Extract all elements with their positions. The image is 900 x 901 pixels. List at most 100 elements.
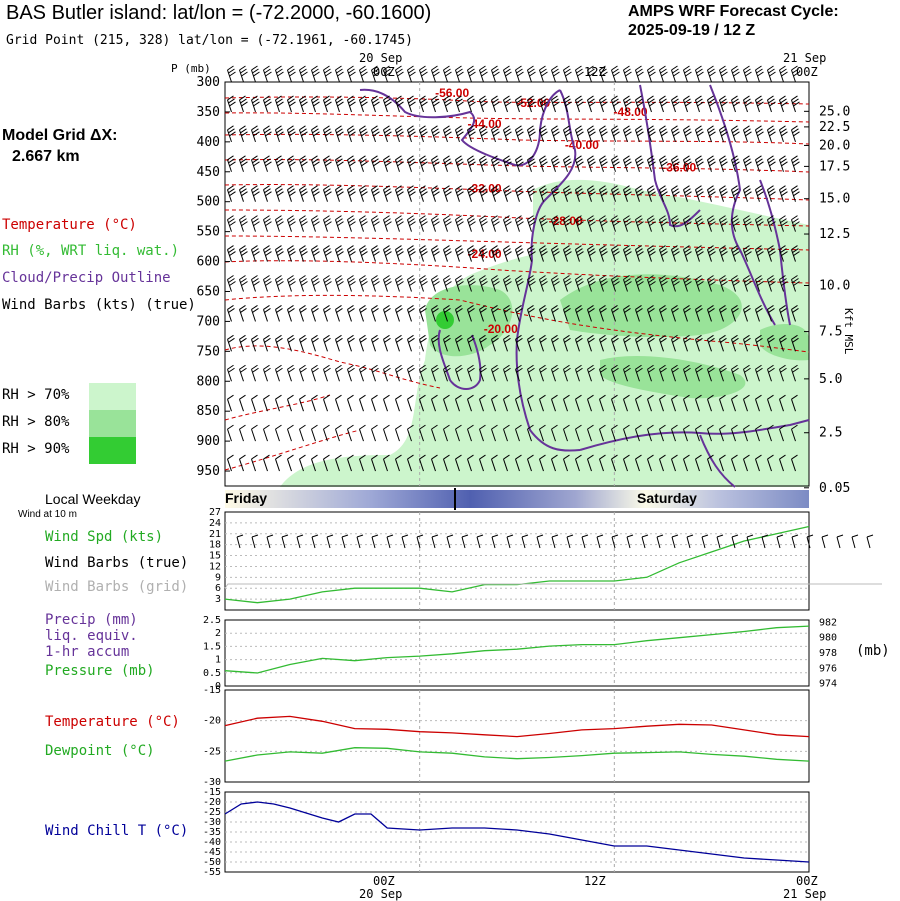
wind-barb-flag [479,275,486,280]
wind-barb-flag [552,367,559,373]
wind-barb-true [671,534,679,549]
wind-barb-flag [468,98,475,104]
wind-barb-flag [756,68,763,74]
wind-barb-flag [287,215,294,221]
wind-barb-flag [767,454,774,460]
wind-barb-flag [625,281,632,286]
wind-barb-flag [373,251,380,256]
wind-barb-flag [625,131,632,137]
bottom-tick-2-line1: 12Z [584,874,606,888]
wind-barb-true-flag [446,534,454,538]
wind-barb [491,125,500,143]
wind-barb-flag [335,185,342,191]
label-wind-barbs-true: Wind Barbs (true) [45,555,189,571]
wind-barb-flag [359,65,366,71]
wind-barb-flag [251,304,258,310]
legend-rh80-swatch [89,410,136,437]
wind-barb [791,65,800,83]
wind-barb-staff [479,458,484,472]
wind-barb-flag [323,275,330,280]
wind-barb [707,454,714,472]
wind-barb-flag [383,95,390,101]
wind-barb-flag [457,161,464,167]
wind-barb-flag [648,278,655,283]
wind-barb-flag [539,334,546,340]
wind-barb-staff [323,399,328,412]
wind-barb-flag [491,215,498,221]
wind-barb-staff [707,399,712,412]
wind-barb [431,304,439,322]
height-tick-label: 7.5 [819,325,842,340]
wind-barb-flag [659,275,666,280]
wind-barb [767,364,775,382]
wind-barb [395,95,404,113]
wind-barb [659,245,668,262]
wind-barb-flag [313,191,320,197]
wind-barb-flag [347,245,354,250]
wind-barb-flag [551,304,558,310]
pressure-tick-label: 750 [197,344,220,359]
wind-barb [635,394,642,412]
wind-barb [443,245,452,262]
wind-barb-flag [660,367,667,373]
wind-barb-flag [671,245,678,250]
wind-barb [755,155,764,172]
wind-barb-staff [455,309,460,322]
wind-barb-flag [491,245,498,250]
wind-barb [671,125,680,143]
wind-barb-flag [420,158,427,164]
wind-barb-flag [227,424,234,430]
wind-barb-flag [791,245,798,250]
wind-barb-flag [768,337,775,343]
wind-barb-flag [611,394,618,400]
wind-barb-true-flag [506,534,514,538]
wind-barb [635,95,644,113]
label-temperature: Temperature (°C) [45,714,180,730]
wind-barb-staff [743,458,748,472]
wind-barb-flag [624,158,631,164]
wind-barb-flag [637,251,644,256]
wind-barb [743,65,752,83]
wind-barb-true [701,534,709,549]
wind-barb-flag [553,251,560,256]
wind-barb-flag [791,304,798,310]
wind-barb-flag [503,364,510,370]
wind-barb-staff [347,399,352,412]
wind-barb-staff [455,458,460,472]
wind-barb-staff [563,399,568,412]
wind-barb-flag [455,65,462,71]
wind-barb-flag [311,424,318,430]
wind-barb [227,304,235,322]
wind-barb-true-staff [836,536,841,549]
wind-barb-flag [767,125,774,131]
wind-barb-flag [311,394,318,400]
wind-barb-flag [541,161,548,167]
wind-barb [503,424,510,442]
wind-barb-flag [733,71,740,77]
wind-barb-flag [456,367,463,373]
wind-barb [227,424,234,442]
wind-barb-flag [576,278,583,283]
pressure-tick-label: 950 [197,464,220,479]
wind-barb-flag [251,454,258,460]
wind-barb-flag [793,71,800,77]
wind-barb-flag [792,278,799,283]
wind-barb-staff [551,399,556,412]
wind-barb-flag [481,131,488,137]
wind-barb-flag [289,281,296,286]
wind-barb-flag [504,98,511,104]
wind-barb-flag [661,281,668,286]
wind-barb [647,245,656,262]
wind-barb-staff [683,309,688,322]
wind-barb-flag [277,71,284,77]
wind-barb [359,125,368,143]
wind-barb [611,304,619,322]
wind-panel-y-tick-label: 3 [215,594,221,605]
wind-barb-flag [709,161,716,167]
wind-barb-true [566,534,574,549]
wind-barb [599,125,608,143]
wind-barb-flag [697,251,704,256]
wind-barb-flag [228,337,235,343]
wind-barb-flag [347,275,354,280]
wind-barb-flag [467,454,474,460]
